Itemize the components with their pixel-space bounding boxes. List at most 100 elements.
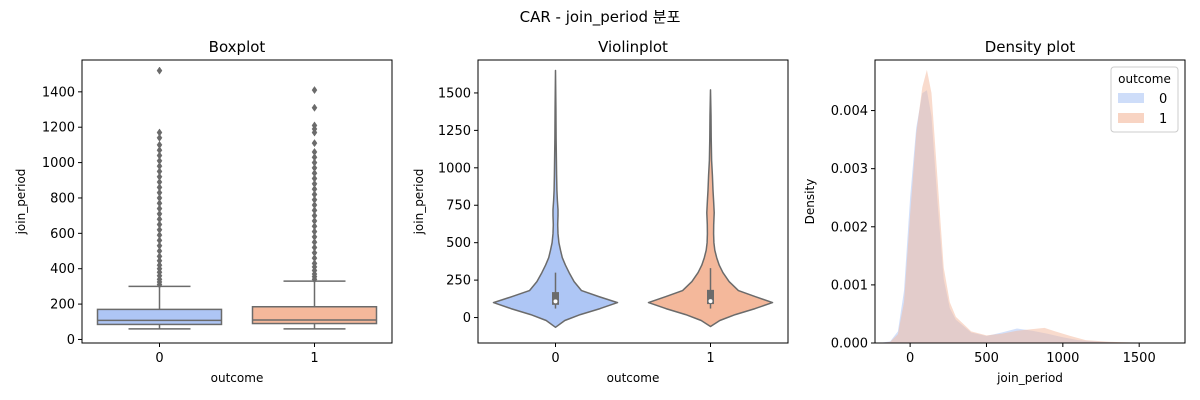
boxplot-flier xyxy=(156,225,163,234)
boxplot-flier xyxy=(156,66,163,75)
boxplot-flier xyxy=(311,179,318,188)
boxplot-ytick-label: 1400 xyxy=(42,85,75,100)
boxplot-xtick-label: 1 xyxy=(310,351,318,366)
boxplot-flier xyxy=(311,190,318,199)
boxplot-flier xyxy=(311,206,318,215)
legend-title: outcome xyxy=(1118,72,1171,86)
boxplot-ytick-label: 800 xyxy=(50,191,75,206)
legend-swatch-0 xyxy=(1118,93,1144,103)
boxplot-flier xyxy=(311,254,318,263)
violin-iqr-box xyxy=(707,289,714,305)
boxplot-ylabel: join_period xyxy=(14,169,28,236)
boxplot-flier xyxy=(311,227,318,236)
violinplot-ytick-label: 1000 xyxy=(438,161,471,176)
boxplot-flier xyxy=(156,140,163,149)
boxplot-flier xyxy=(311,211,318,220)
boxplot-flier xyxy=(156,256,163,265)
density-ytick-label: 0.000 xyxy=(831,337,868,352)
boxplot-flier xyxy=(311,139,318,148)
boxplot-title: Boxplot xyxy=(209,38,266,56)
boxplot-flier xyxy=(156,146,163,155)
density-ylabel: Density xyxy=(803,179,817,225)
boxplot-flier xyxy=(311,158,318,167)
violinplot-ytick-label: 250 xyxy=(446,274,471,289)
boxplot-flier xyxy=(156,220,163,229)
boxplot-ytick-label: 1000 xyxy=(42,156,75,171)
boxplot-flier xyxy=(156,236,163,245)
violinplot-ytick-label: 750 xyxy=(446,199,471,214)
violinplot-ylabel: join_period xyxy=(412,169,426,236)
legend-swatch-1 xyxy=(1118,113,1144,123)
violinplot-panel: Violinplot 0 250 500 750 1000 1250 1500 0 1 outc… xyxy=(412,38,789,385)
violinplot-xlabel: outcome xyxy=(607,371,660,385)
boxplot-flier xyxy=(156,133,163,142)
figure-title: CAR - join_period 분포 xyxy=(520,8,681,27)
violinplot-ytick-label: 0 xyxy=(463,311,471,326)
density-xtick-label: 1500 xyxy=(1123,351,1156,366)
boxplot-flier xyxy=(311,201,318,210)
violinplot-xtick-label: 1 xyxy=(706,351,714,366)
density-xtick-label: 1000 xyxy=(1046,351,1079,366)
boxplot-flier xyxy=(311,222,318,231)
boxplot-flier xyxy=(156,183,163,192)
density-xtick-label: 500 xyxy=(974,351,999,366)
boxplot-flier xyxy=(156,178,163,187)
violinplot-ytick-label: 1250 xyxy=(438,124,471,139)
boxplot-ytick-label: 400 xyxy=(50,262,75,277)
violin-iqr-box xyxy=(552,292,559,305)
violinplot-xtick-label: 0 xyxy=(551,351,559,366)
density-legend: outcome 0 1 xyxy=(1110,66,1179,133)
boxplot-box xyxy=(251,305,378,325)
boxplot-frame xyxy=(81,59,393,344)
violin-median-dot xyxy=(708,299,713,304)
boxplot-flier xyxy=(156,246,163,256)
boxplot-flier xyxy=(311,195,318,204)
boxplot-flier xyxy=(311,243,318,252)
boxplot-flier xyxy=(156,167,163,176)
legend-label-1: 1 xyxy=(1159,112,1167,127)
density-title: Density plot xyxy=(985,38,1076,56)
boxplot-flier xyxy=(311,174,318,183)
boxplot-flier xyxy=(311,248,318,257)
density-ytick-label: 0.001 xyxy=(831,278,868,293)
density-xtick-label: 0 xyxy=(906,351,914,366)
boxplot-flier xyxy=(311,86,318,95)
boxplot-flier xyxy=(311,103,318,112)
boxplot-flier xyxy=(311,121,318,130)
boxplot-ytick-label: 600 xyxy=(50,227,75,242)
boxplot-flier xyxy=(156,172,163,181)
boxplot-flier xyxy=(311,169,318,178)
density-ytick-label: 0.004 xyxy=(831,104,868,119)
density-ytick-label: 0.003 xyxy=(831,162,868,177)
violin-body xyxy=(647,89,774,328)
boxplot-flier xyxy=(156,261,163,270)
density-area-series-1 xyxy=(879,69,1178,344)
boxplot-flier xyxy=(156,231,163,240)
boxplot-flier xyxy=(156,252,163,261)
density-ytick-label: 0.002 xyxy=(831,220,868,235)
boxplot-box xyxy=(96,308,223,326)
violinplot-ytick-label: 1500 xyxy=(438,86,471,101)
violinplot-ytick-label: 500 xyxy=(446,236,471,251)
boxplot-panel: Boxplot 0 200 400 600 800 1000 1200 1400 0 1 outc… xyxy=(14,38,393,385)
violin-body xyxy=(492,69,619,329)
boxplot-ytick-label: 0 xyxy=(67,333,75,348)
legend-label-0: 0 xyxy=(1159,92,1167,107)
boxplot-flier xyxy=(311,238,318,247)
boxplot-xtick-label: 0 xyxy=(155,351,163,366)
density-frame xyxy=(874,59,1186,344)
boxplot-flier xyxy=(156,162,163,171)
boxplot-flier xyxy=(156,156,163,165)
boxplot-flier xyxy=(311,163,318,172)
boxplot-ytick-label: 1200 xyxy=(42,121,75,136)
boxplot-flier xyxy=(156,241,163,250)
boxplot-xlabel: outcome xyxy=(211,371,264,385)
boxplot-flier xyxy=(311,185,318,194)
density-panel: Density plot 0.000 0.001 0.002 0.003 0.004 0 5… xyxy=(803,38,1186,385)
boxplot-flier xyxy=(311,147,318,157)
boxplot-flier xyxy=(311,232,318,241)
boxplot-flier xyxy=(156,215,163,224)
violin-median-dot xyxy=(553,299,558,304)
boxplot-flier xyxy=(311,216,318,225)
